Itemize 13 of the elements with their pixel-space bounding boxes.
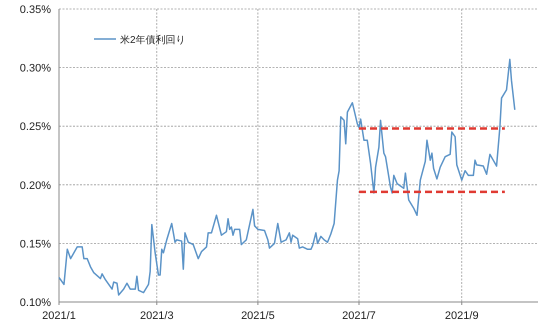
y-tick-label: 0.35%: [20, 4, 52, 16]
y-tick-label: 0.10%: [20, 297, 52, 309]
y-tick-label: 0.30%: [20, 62, 52, 75]
legend-label: 米2年債利回り: [120, 34, 186, 46]
y-tick-label: 0.15%: [20, 238, 52, 250]
x-tick-label: 2021/1: [42, 310, 76, 322]
x-tick-label: 2021/3: [140, 310, 174, 322]
y-tick-label: 0.25%: [20, 121, 52, 134]
x-tick-label: 2021/5: [241, 310, 275, 322]
x-tick-label: 2021/7: [342, 310, 376, 322]
y-tick-label: 0.20%: [20, 180, 52, 192]
x-tick-label: 2021/9: [444, 310, 479, 322]
line-series: [58, 58, 516, 296]
